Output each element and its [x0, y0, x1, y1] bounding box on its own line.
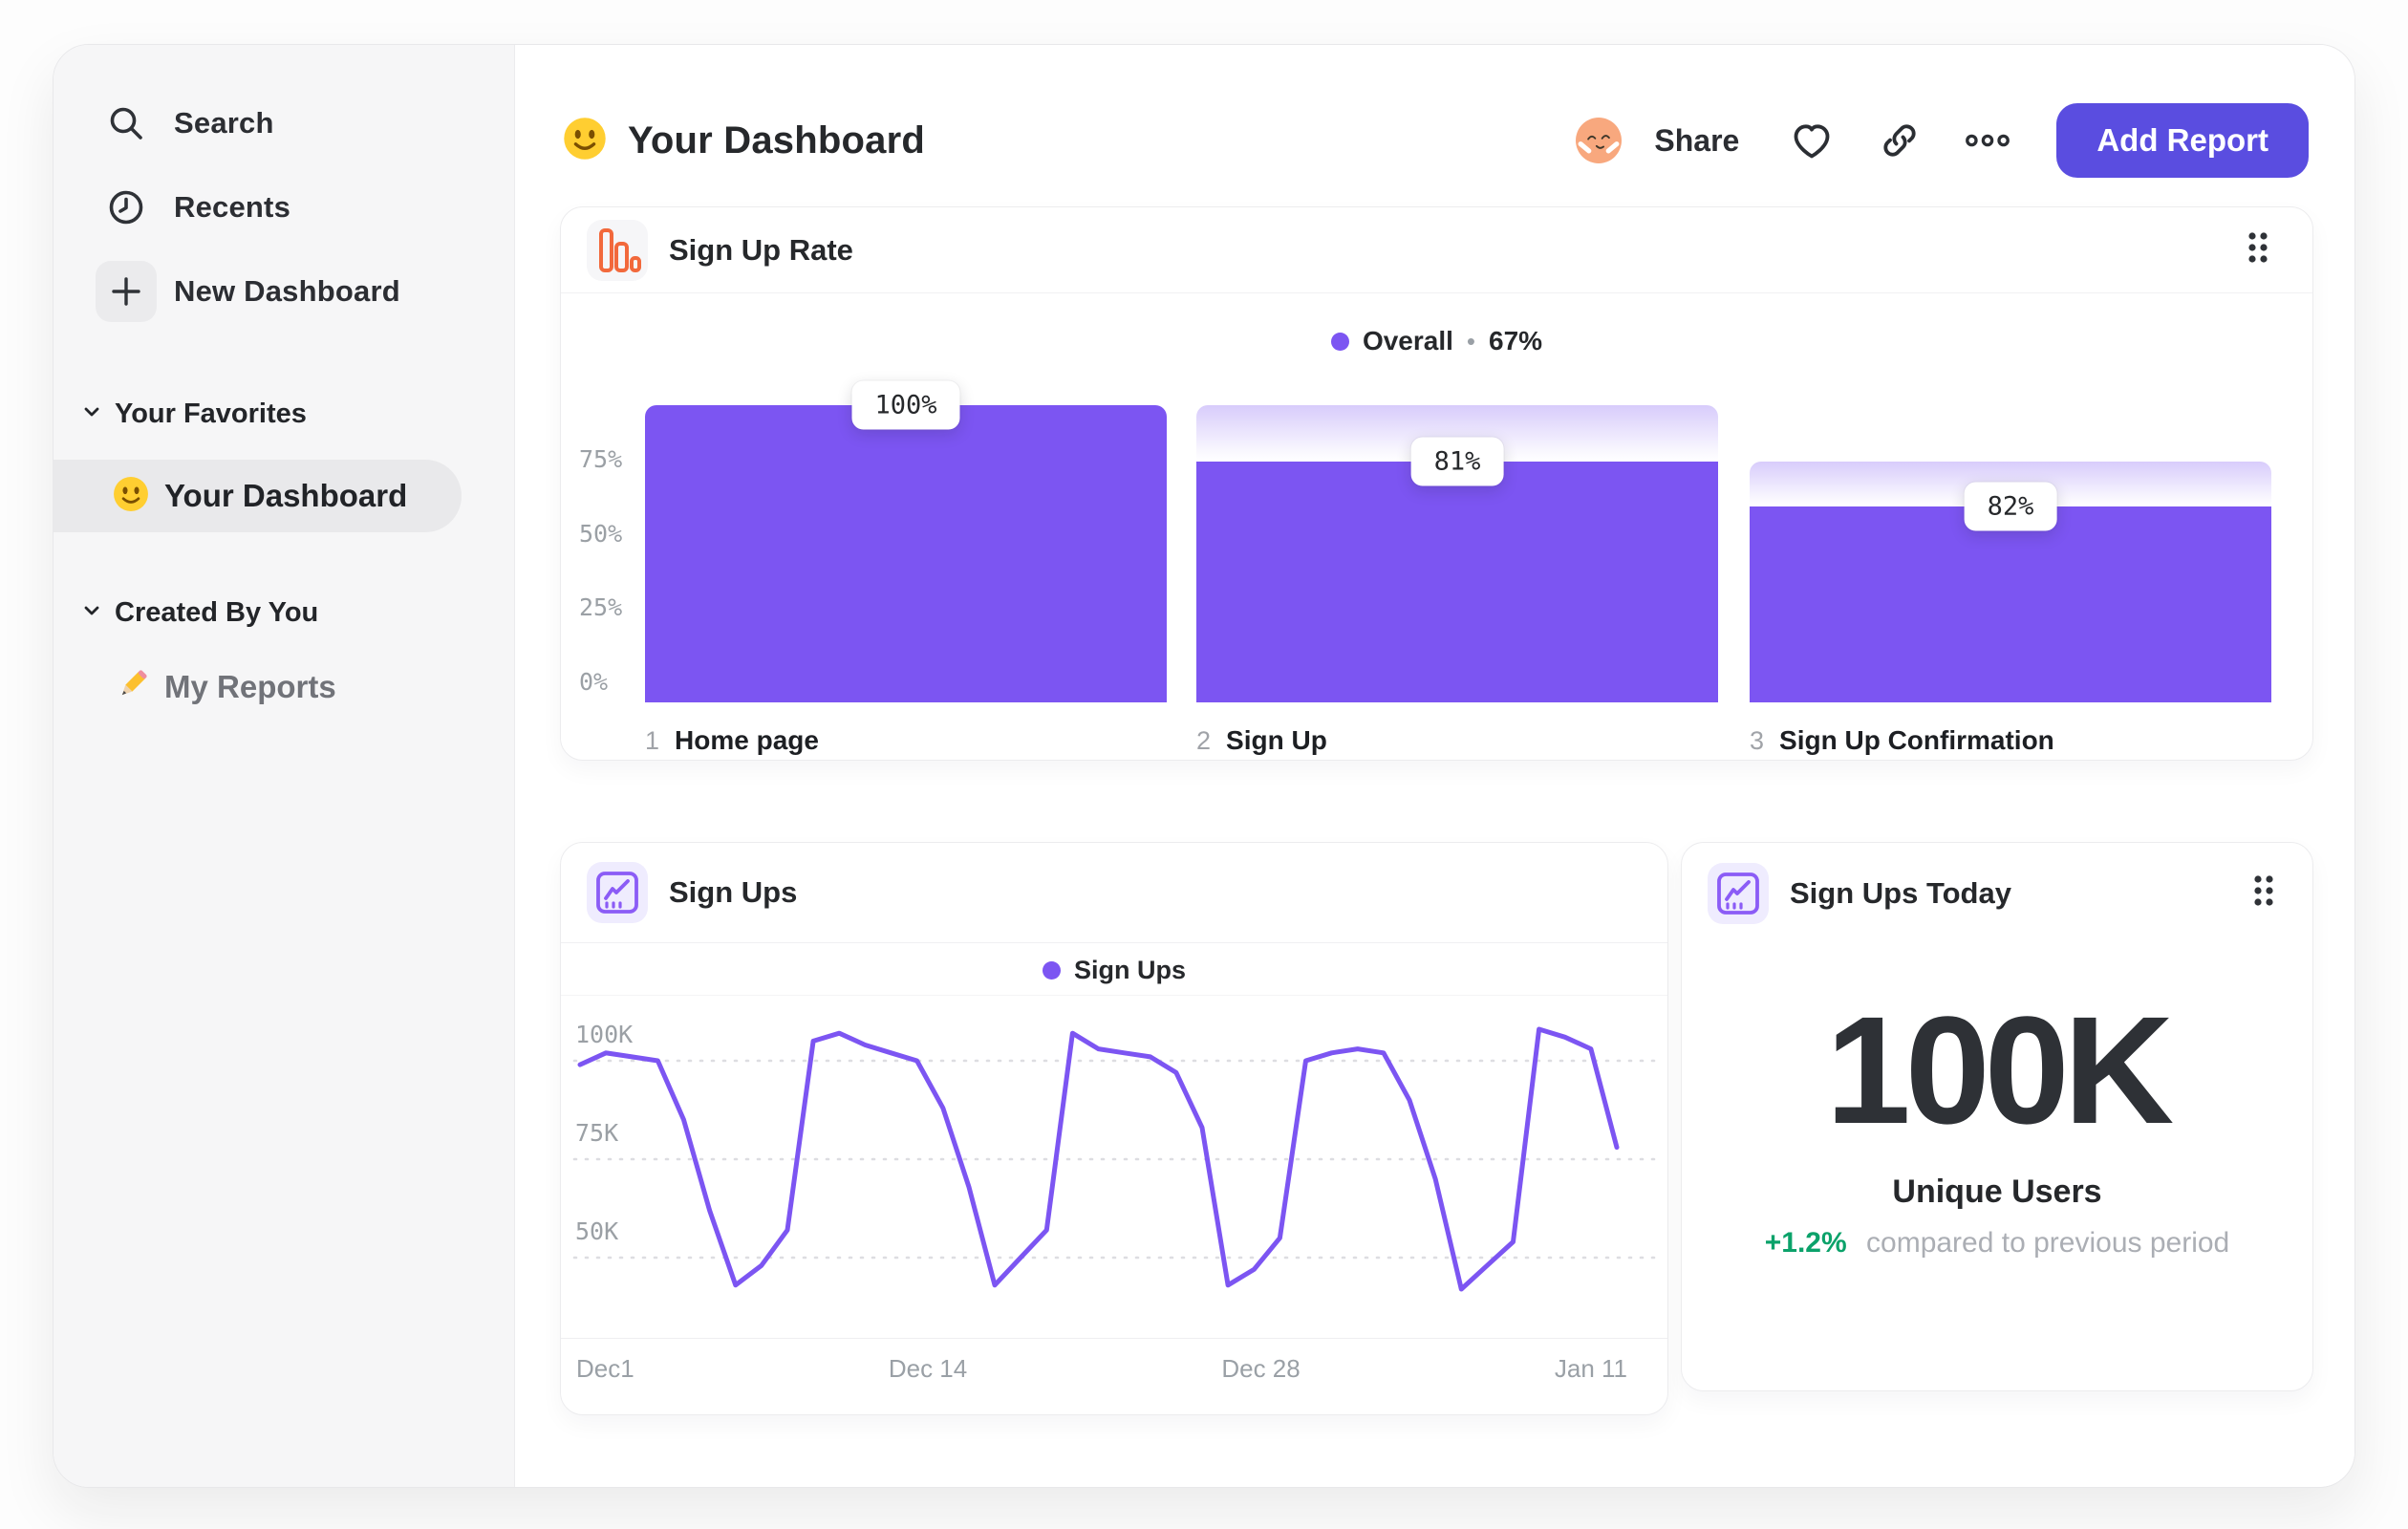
line-y-tick: 50K	[575, 1217, 619, 1245]
favorite-heart-icon[interactable]	[1789, 118, 1835, 163]
dashboard-header: Your Dashboard Share	[563, 95, 2309, 186]
funnel-bar[interactable]	[1196, 462, 1718, 702]
funnel-bar[interactable]	[645, 405, 1167, 702]
card-title: Sign Up Rate	[669, 232, 853, 267]
step-number: 3	[1750, 726, 1765, 755]
sidebar-item-label: Search	[174, 106, 274, 140]
funnel-badge: 82%	[1964, 482, 2057, 531]
clock-icon	[96, 177, 157, 238]
section-title: Your Favorites	[115, 398, 307, 429]
funnel-chart: 75% 50% 25% 0% 100% 1 Home page 81% 2 Sign Up 82% 3…	[561, 207, 2312, 760]
stat-label: Unique Users	[1892, 1174, 2102, 1210]
sidebar-section-your-favorites[interactable]: Your Favorites	[54, 387, 514, 441]
funnel-bar[interactable]	[1750, 506, 2271, 702]
step-name: Sign Up	[1226, 725, 1327, 755]
line-chart-icon	[587, 862, 648, 923]
copy-link-icon[interactable]	[1877, 118, 1923, 163]
funnel-step-label: 3 Sign Up Confirmation	[1750, 725, 2054, 756]
section-title: Created By You	[115, 596, 319, 628]
legend-label: Overall	[1362, 326, 1453, 355]
funnel-y-tick: 0%	[579, 668, 609, 696]
legend-label: Sign Ups	[1073, 955, 1186, 984]
line-x-axis: Dec1 Dec 14 Dec 28 Jan 11	[561, 1338, 1667, 1384]
card-header: Sign Up Rate	[561, 207, 2312, 293]
drag-handle-icon[interactable]	[2247, 868, 2280, 918]
funnel-badge: 100%	[851, 380, 960, 430]
share-button[interactable]: Share	[1654, 122, 1740, 158]
card-title: Sign Ups Today	[1790, 875, 2011, 910]
line-x-tick: Jan 11	[1554, 1354, 1627, 1383]
sidebar-item-your-dashboard[interactable]: Your Dashboard	[54, 460, 462, 532]
line-chart-icon	[1708, 862, 1769, 924]
drag-handle-icon[interactable]	[2242, 225, 2274, 275]
funnel-y-tick: 50%	[579, 519, 623, 548]
sidebar-item-label: My Reports	[164, 669, 336, 704]
chevron-down-icon	[80, 400, 103, 428]
app-window: Search Recents New Dashb	[53, 44, 2355, 1488]
card-header: Sign Ups	[561, 843, 1667, 943]
search-icon	[96, 93, 157, 154]
sign-up-rate-card: Sign Up Rate Overall • 67%	[560, 206, 2313, 761]
sidebar-item-search[interactable]: Search	[54, 81, 514, 165]
sidebar-section-created-by-you[interactable]: Created By You	[54, 586, 514, 639]
sidebar-item-my-reports[interactable]: My Reports	[54, 660, 514, 714]
smiley-emoji	[113, 476, 149, 517]
step-number: 1	[645, 726, 660, 755]
sidebar-item-label: Recents	[174, 190, 291, 224]
sidebar-item-new-dashboard[interactable]: New Dashboard	[54, 249, 514, 334]
funnel-badge: 81%	[1410, 437, 1504, 486]
page-title: Your Dashboard	[628, 118, 925, 162]
card-header: Sign Ups Today	[1682, 843, 2312, 943]
legend-value: 67%	[1489, 326, 1543, 355]
line-x-tick: Dec 14	[888, 1354, 968, 1383]
step-name: Sign Up Confirmation	[1779, 725, 2054, 755]
funnel-chart-icon	[587, 219, 648, 281]
smiley-emoji	[563, 117, 607, 165]
sign-ups-card: Sign Ups Sign Ups 100K 75K 50K Dec1 Dec 14 D…	[560, 842, 1668, 1415]
sidebar-item-recents[interactable]: Recents	[54, 165, 514, 249]
stat-delta: +1.2% compared to previous period	[1682, 1227, 2312, 1260]
funnel-y-tick: 25%	[579, 593, 623, 622]
step-number: 2	[1196, 726, 1212, 755]
funnel-step-label: 2 Sign Up	[1196, 725, 1327, 756]
line-chart	[572, 1026, 1658, 1292]
stat-value: 100K	[1825, 984, 2175, 1155]
legend-dot	[1330, 332, 1349, 351]
funnel-y-tick: 75%	[579, 444, 623, 473]
line-y-tick: 75K	[575, 1119, 619, 1147]
sign-ups-today-card: Sign Ups Today 100K Unique Users +1.2%	[1681, 842, 2313, 1391]
legend-separator: •	[1466, 326, 1475, 355]
line-x-tick: Dec 28	[1221, 1354, 1301, 1383]
chevron-down-icon	[80, 599, 103, 627]
more-options-icon[interactable]	[1965, 118, 2010, 163]
line-legend: Sign Ups	[561, 945, 1667, 996]
card-title: Sign Ups	[669, 875, 798, 909]
sidebar: Search Recents New Dashb	[54, 45, 515, 1487]
line-y-tick: 100K	[575, 1021, 634, 1048]
delta-percent: +1.2%	[1764, 1227, 1847, 1259]
plus-icon	[96, 261, 157, 322]
sidebar-item-label: New Dashboard	[174, 274, 400, 308]
add-report-button[interactable]: Add Report	[2056, 103, 2309, 178]
sidebar-item-label: Your Dashboard	[164, 478, 408, 513]
delta-note: compared to previous period	[1866, 1227, 2230, 1259]
step-name: Home page	[675, 725, 819, 755]
line-x-tick: Dec1	[576, 1354, 634, 1383]
funnel-legend: Overall • 67%	[561, 322, 2312, 360]
funnel-step-label: 1 Home page	[645, 725, 819, 756]
legend-dot	[1042, 960, 1061, 980]
avatar[interactable]	[1576, 118, 1623, 163]
pencil-emoji	[113, 666, 151, 709]
main-content: Your Dashboard Share	[515, 45, 2354, 1487]
